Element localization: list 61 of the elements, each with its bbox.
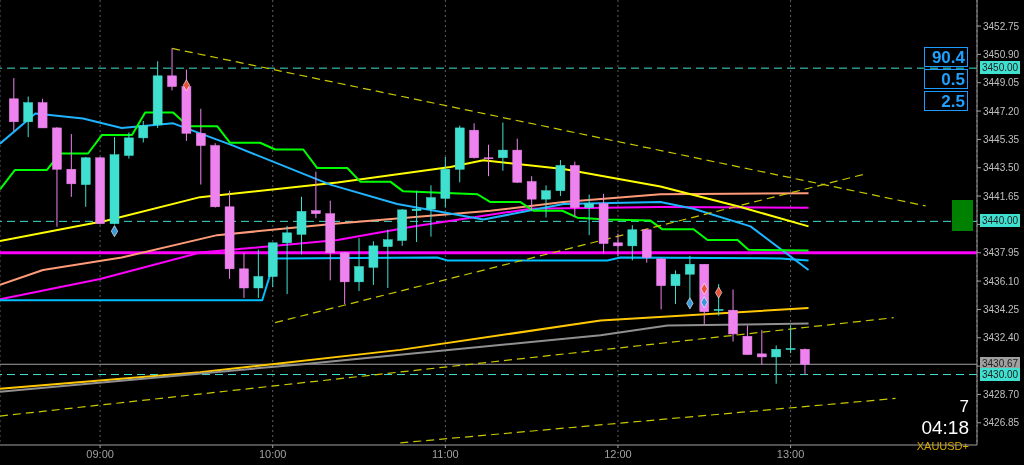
candlestick <box>383 229 393 289</box>
candlestick <box>742 325 753 356</box>
candlestick <box>613 233 623 257</box>
candlestick <box>368 240 379 286</box>
y-tick-label: 3432.40 <box>983 332 1020 344</box>
candlestick <box>282 225 292 295</box>
y-tick-label: 3426.85 <box>983 417 1020 429</box>
x-tick-label: 11:00 <box>431 447 459 460</box>
candlestick <box>728 289 738 343</box>
y-tick-label: 3443.50 <box>983 162 1020 174</box>
candlestick <box>167 47 177 91</box>
candlestick <box>196 108 206 186</box>
candlestick <box>253 249 264 299</box>
candlestick <box>713 283 724 317</box>
annotation: XAUUSD+ <box>916 440 969 453</box>
candlestick <box>800 347 810 376</box>
candlestick <box>584 194 594 236</box>
annotation: 04:18 <box>921 417 969 439</box>
y-tick-label: 3452.75 <box>983 20 1020 32</box>
y-tick-label: 3447.20 <box>983 105 1020 117</box>
line-series <box>0 307 810 390</box>
ref-line-label: 3430.00 <box>980 367 1021 381</box>
candlestick <box>23 96 33 138</box>
candlestick <box>627 224 638 261</box>
candlestick <box>670 269 681 305</box>
line-series <box>0 256 810 302</box>
y-tick-label: 3437.95 <box>983 247 1020 259</box>
candlestick <box>785 325 796 354</box>
y-tick-label: 3449.05 <box>983 77 1020 89</box>
candlestick <box>526 175 537 212</box>
candlestick <box>9 77 19 132</box>
y-tick-label: 3450.90 <box>983 48 1020 60</box>
annotation: 90.4 <box>924 47 968 67</box>
candlestick <box>483 144 494 177</box>
candlestick <box>138 120 149 143</box>
line-series <box>0 159 810 242</box>
y-tick-label: 3445.35 <box>983 133 1020 145</box>
x-tick-label: 13:00 <box>776 447 805 460</box>
annotation: 2.5 <box>924 91 968 111</box>
candlestick <box>354 237 364 292</box>
line-series <box>0 322 810 393</box>
x-tick-label: 10:00 <box>258 447 287 460</box>
candlestick <box>66 133 77 198</box>
ref-line-label: 3430.67 <box>980 357 1021 371</box>
x-tick-label: 09:00 <box>86 447 114 460</box>
candlestick <box>498 122 508 172</box>
y-tick-label: 3428.70 <box>983 389 1020 400</box>
x-tick-label: 12:00 <box>604 447 632 460</box>
candlestick <box>311 171 321 219</box>
candlestick <box>757 329 767 366</box>
candlestick <box>541 184 551 219</box>
annotation: 0.5 <box>924 69 968 89</box>
ref-line-label: 3450.00 <box>980 61 1021 75</box>
candlestick <box>124 132 134 160</box>
annotation: 7 <box>959 397 969 417</box>
candlestick <box>239 252 249 299</box>
y-tick-label: 3434.25 <box>983 303 1020 315</box>
line-series <box>0 192 810 286</box>
y-tick-label: 3436.10 <box>983 275 1020 287</box>
ref-line-label: 3440.00 <box>980 214 1021 228</box>
y-tick-label: 3441.65 <box>983 190 1020 202</box>
